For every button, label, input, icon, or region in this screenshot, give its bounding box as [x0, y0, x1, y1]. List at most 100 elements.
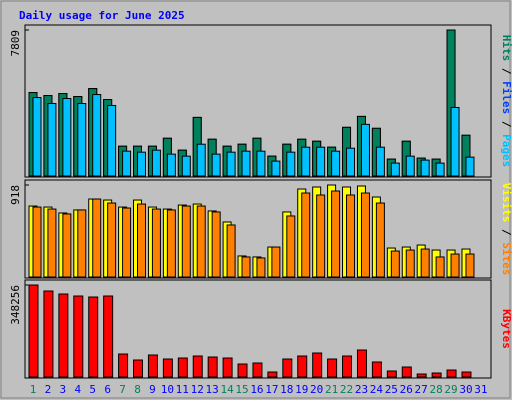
- x-tick-label: 1: [30, 383, 37, 396]
- bar: [162, 358, 173, 378]
- bar: [271, 246, 281, 278]
- bar: [282, 358, 293, 378]
- x-tick-label: 26: [400, 383, 413, 396]
- bar: [226, 224, 236, 278]
- bar: [450, 106, 460, 177]
- bar: [181, 205, 191, 278]
- bar: [356, 349, 367, 378]
- bar: [465, 156, 475, 177]
- bar: [133, 359, 144, 378]
- legend-entry: Hits: [500, 35, 512, 62]
- legend: Hits / Files / Pages: [500, 35, 512, 168]
- bar: [331, 190, 341, 278]
- bar: [122, 207, 132, 278]
- bar: [327, 358, 338, 378]
- bar: [465, 253, 475, 278]
- bar: [316, 146, 326, 177]
- bar: [92, 94, 102, 177]
- x-tick-label: 10: [161, 383, 174, 396]
- bar: [166, 153, 176, 177]
- x-tick-label: 16: [250, 383, 263, 396]
- x-tick-label: 20: [310, 383, 323, 396]
- bar: [192, 355, 203, 378]
- x-tick-label: 3: [60, 383, 67, 396]
- bar: [342, 355, 353, 378]
- bar: [43, 290, 54, 378]
- bar: [77, 209, 87, 278]
- chart-title: Daily usage for June 2025: [19, 9, 185, 22]
- bar: [286, 151, 296, 177]
- bar: [241, 150, 251, 177]
- bar: [47, 102, 57, 177]
- bar: [28, 284, 39, 378]
- bar: [151, 149, 161, 177]
- x-tick-label: 8: [134, 383, 141, 396]
- legend-separator: /: [500, 114, 512, 134]
- bar: [177, 357, 188, 378]
- bar: [301, 192, 311, 278]
- bar: [375, 146, 385, 177]
- x-tick-label: 17: [265, 383, 278, 396]
- x-tick-label: 7: [119, 383, 126, 396]
- y-tick-label: 918: [9, 185, 22, 205]
- bar: [151, 208, 161, 278]
- x-tick-label: 18: [280, 383, 293, 396]
- x-tick-label: 27: [415, 383, 428, 396]
- bar: [88, 296, 99, 378]
- bar: [405, 249, 415, 278]
- bar: [166, 209, 176, 278]
- x-tick-label: 30: [459, 383, 472, 396]
- bar: [107, 202, 117, 278]
- bar: [62, 213, 72, 278]
- panel: [24, 279, 492, 379]
- legend-separator: /: [500, 61, 512, 81]
- legend-entry: KBytes: [500, 309, 512, 349]
- bar: [461, 371, 472, 378]
- x-tick-label: 28: [429, 383, 442, 396]
- bar: [103, 295, 114, 378]
- bar: [196, 205, 206, 278]
- bar: [58, 293, 69, 378]
- legend-entry: Pages: [500, 134, 512, 167]
- x-tick-label: 13: [206, 383, 219, 396]
- x-tick-label: 25: [385, 383, 398, 396]
- legend: Visits / Sites: [500, 183, 512, 276]
- bar: [401, 366, 412, 378]
- bar: [73, 295, 84, 378]
- x-tick-label: 14: [220, 383, 234, 396]
- x-tick-label: 11: [176, 383, 189, 396]
- legend-entry: Sites: [500, 242, 512, 275]
- bar: [386, 370, 397, 378]
- bar: [371, 361, 382, 378]
- bar: [196, 143, 206, 177]
- bar: [32, 97, 42, 177]
- bar: [416, 373, 427, 378]
- bar: [62, 98, 72, 177]
- legend: KBytes: [500, 309, 512, 349]
- bar: [32, 206, 42, 278]
- bar: [346, 194, 356, 278]
- bar: [137, 203, 147, 278]
- bar: [420, 159, 430, 177]
- x-tick-label: 31: [474, 383, 487, 396]
- bar: [256, 150, 266, 177]
- bar: [431, 372, 442, 378]
- bar: [207, 356, 218, 378]
- bar: [77, 102, 87, 177]
- bar: [271, 160, 281, 177]
- bar: [390, 250, 400, 278]
- bar: [312, 352, 323, 378]
- bar: [346, 147, 356, 177]
- bar: [92, 198, 102, 278]
- x-tick-label: 29: [444, 383, 457, 396]
- bar: [226, 151, 236, 177]
- x-tick-label: 12: [191, 383, 204, 396]
- x-tick-label: 2: [45, 383, 52, 396]
- bar: [107, 104, 117, 177]
- x-tick-label: 23: [355, 383, 368, 396]
- bar: [256, 257, 266, 278]
- x-tick-label: 21: [325, 383, 338, 396]
